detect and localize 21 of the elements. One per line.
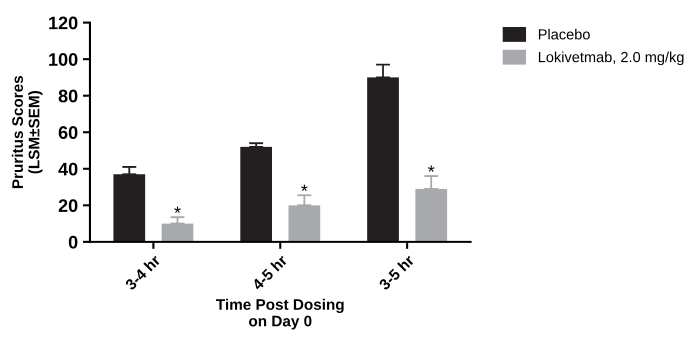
annotation: *: [174, 206, 181, 213]
y-tick-label: 100: [49, 53, 78, 66]
bar: [415, 188, 448, 242]
y-tick-label: 40: [58, 162, 78, 176]
legend-label: Lokivetmab, 2.0 mg/kg: [538, 52, 684, 66]
y-tick-label: 0: [68, 236, 78, 249]
bar: [367, 77, 399, 242]
y-axis-title: Pruritus Scores (LSM±SEM): [12, 76, 42, 188]
x-tick-label: 3-5 hr: [378, 254, 415, 291]
y-tick-label: 20: [58, 199, 78, 212]
y-tick-label: 120: [49, 16, 78, 30]
x-tick-label: 3-4 hr: [124, 254, 162, 291]
y-tick-label: 80: [58, 90, 78, 102]
bar: [240, 146, 272, 242]
legend-label: Placebo: [538, 28, 590, 40]
bar: [162, 224, 194, 242]
annotation: *: [428, 165, 434, 172]
x-axis-title: Time Post Dosing on Day 0: [216, 298, 344, 330]
annotation: *: [301, 184, 308, 191]
y-tick-label: 60: [58, 126, 78, 139]
x-tick-label: 4-5 hr: [251, 254, 288, 291]
